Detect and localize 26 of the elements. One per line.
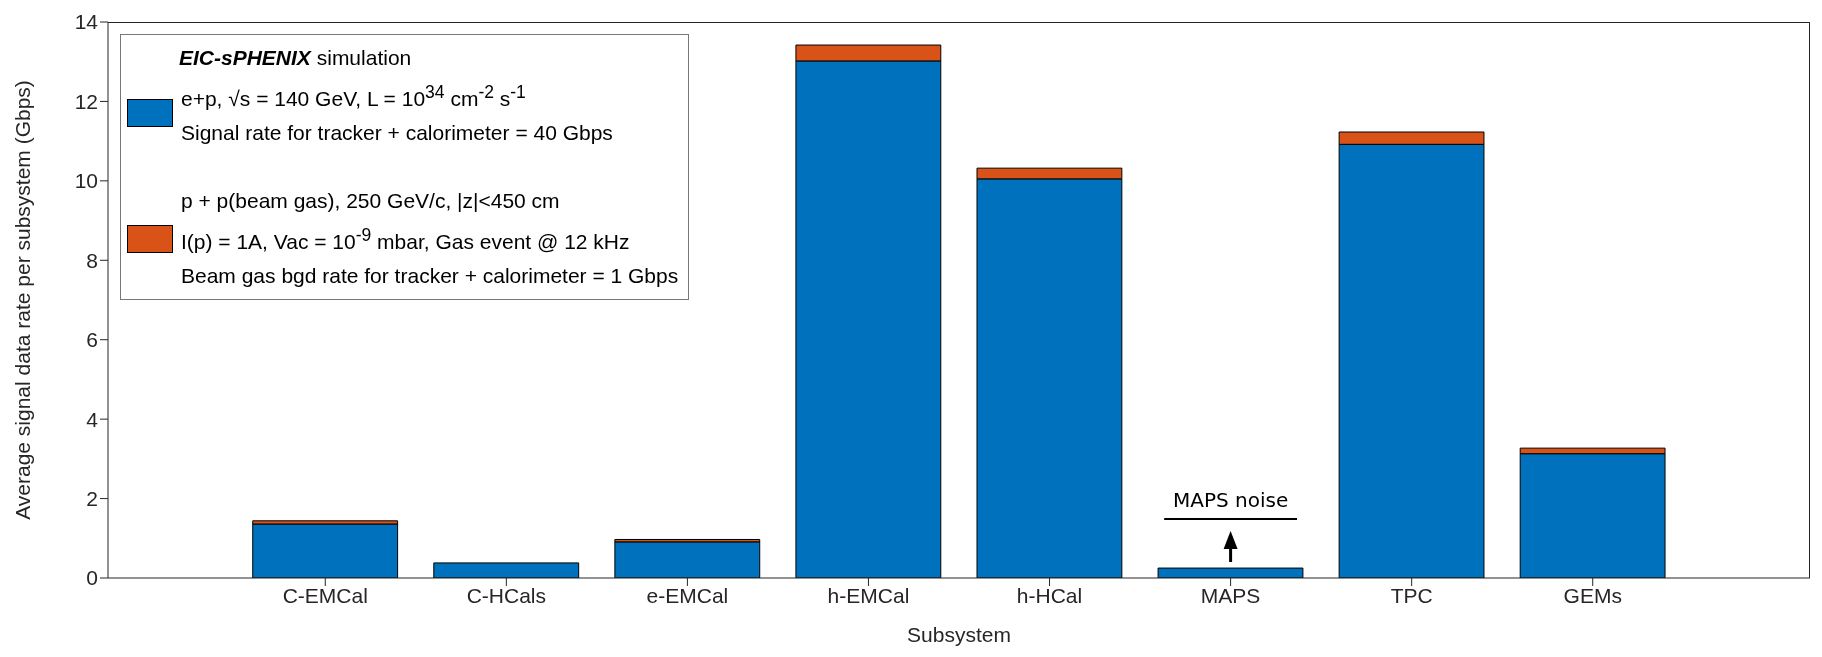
legend-label: e+p, √s = 140 GeV, L = 10$^{34}$ cm$^{-2}$ s$^{-1}$ Signal rate for tracker + calorimeter = 40 Gbps — [181, 81, 613, 146]
x-tick-label: TPC — [1390, 583, 1433, 607]
y-tick-label: 0 — [86, 566, 98, 590]
x-axis-title: Subsystem — [907, 623, 1011, 646]
bar — [252, 523, 399, 578]
x-tick-label: h-HCal — [1016, 583, 1083, 607]
x-tick-label: e-EMCal — [646, 583, 729, 607]
y-tick-label: 8 — [86, 248, 98, 272]
y-tick-label: 10 — [74, 169, 98, 193]
y-tick-label: 14 — [74, 10, 99, 34]
x-tick-label: GEMs — [1563, 583, 1622, 607]
x-tick-label: C-HCals — [466, 583, 547, 607]
x-tick-label: MAPS — [1200, 583, 1261, 607]
y-tick-label: 6 — [86, 328, 98, 352]
annotation: MAPS noise — [1172, 488, 1289, 512]
y-tick-label: 4 — [86, 407, 99, 431]
y-tick-label: 2 — [86, 487, 98, 511]
y-tick-label: 12 — [74, 89, 98, 113]
x-tick-label: h-EMCal — [827, 583, 910, 607]
legend-label: p + p(beam gas), 250 GeV/c, |z|<450 cm I(p) = 1A, Vac = 10$^{-9}$ mbar, Gas event @ 12 kHz Beam gas bgd rate for tracker + calorimeter = 1 Gbps — [181, 188, 679, 289]
y-axis-title: Average signal data rate per subsystem (Gbps) — [11, 80, 34, 520]
bar — [433, 562, 580, 578]
x-tick-label: C-EMCal — [282, 583, 368, 607]
bar — [614, 541, 761, 578]
bar — [1157, 567, 1304, 578]
legend-title: EIC-sPHENIX simulation — [178, 45, 413, 71]
